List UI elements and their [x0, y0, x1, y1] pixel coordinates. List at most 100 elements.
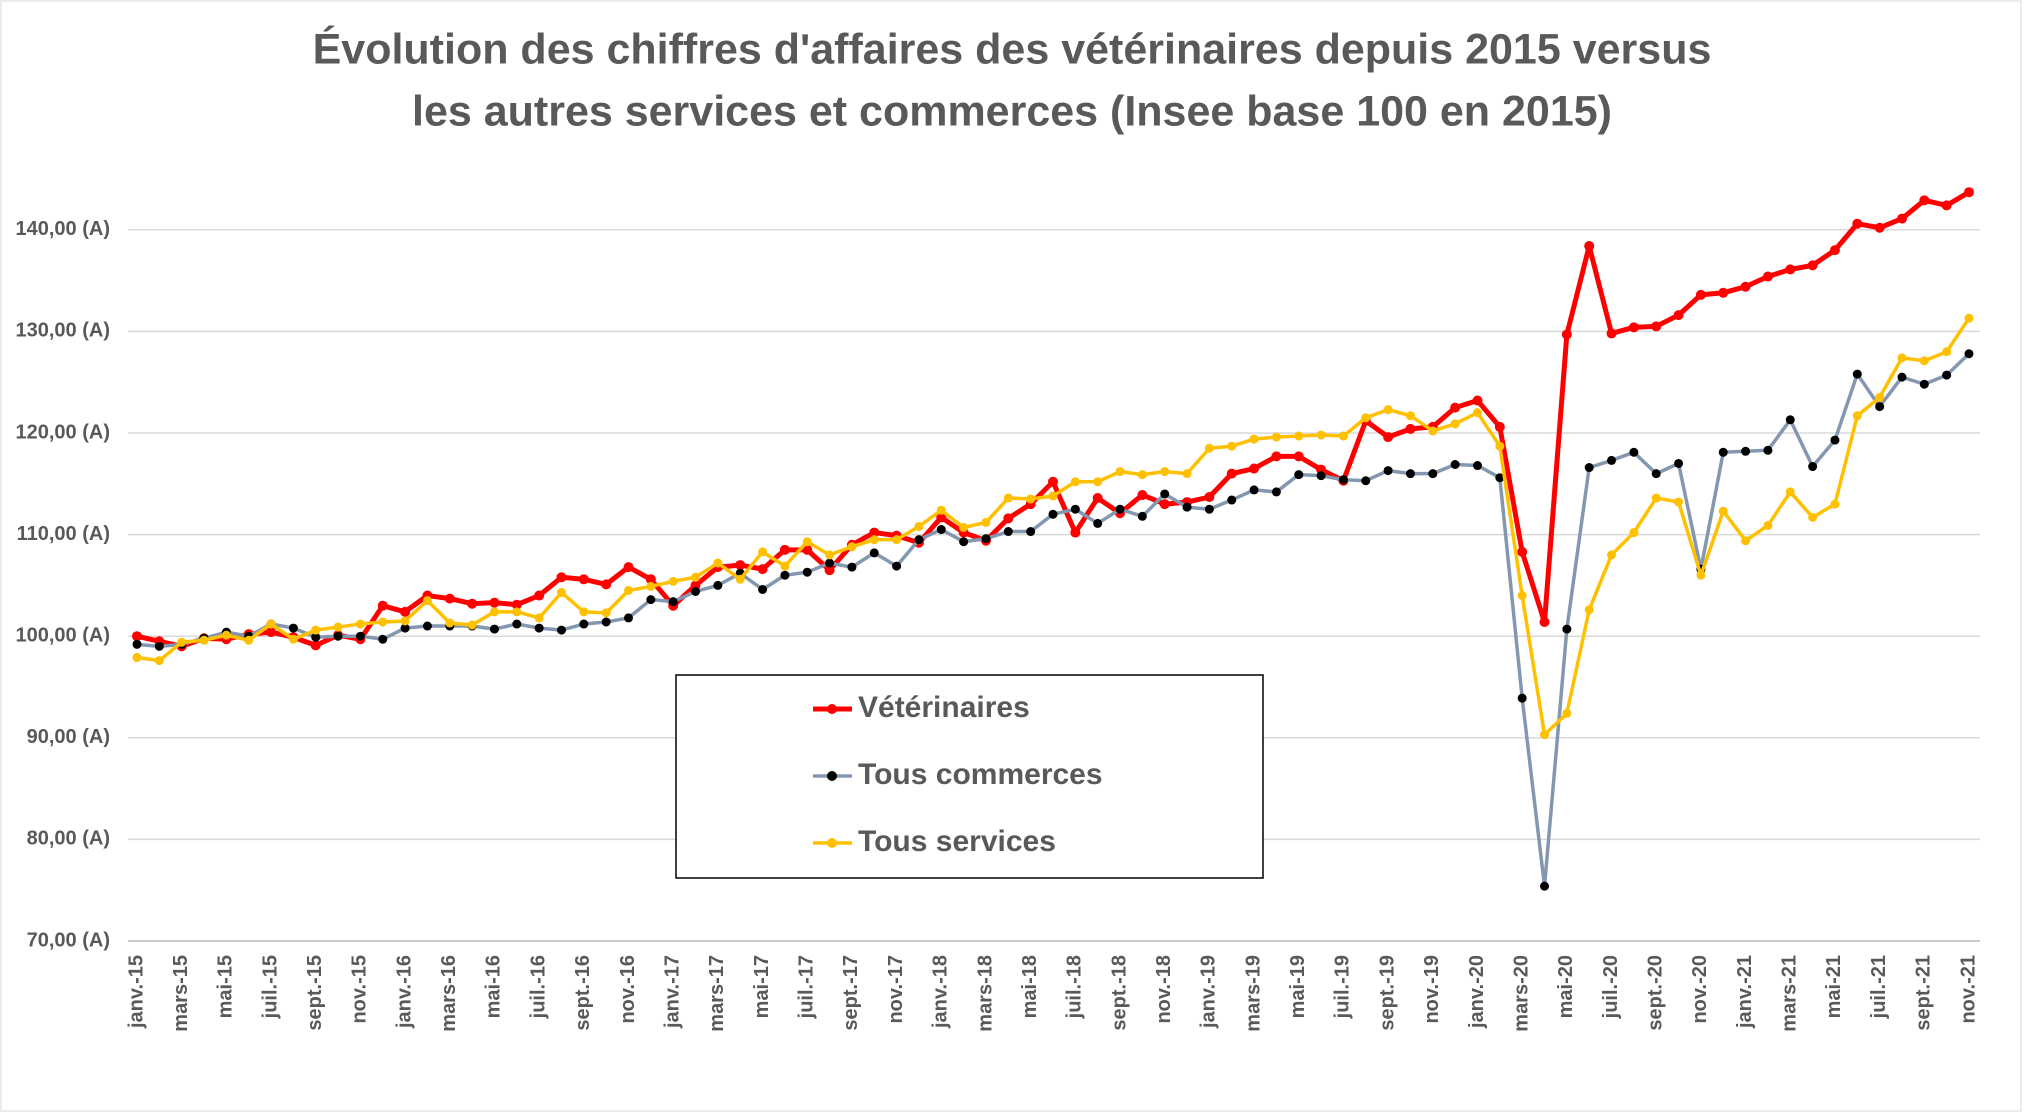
point	[1718, 506, 1728, 516]
point	[1405, 411, 1415, 421]
point	[1628, 322, 1639, 333]
point	[1830, 499, 1840, 509]
point	[1807, 260, 1818, 271]
point	[1405, 423, 1416, 434]
point	[512, 619, 522, 629]
point	[1182, 502, 1192, 512]
point	[132, 653, 142, 663]
point	[1896, 213, 1907, 224]
point	[1495, 441, 1505, 451]
point	[959, 522, 969, 532]
point	[1115, 467, 1125, 477]
point	[691, 572, 701, 582]
point	[936, 505, 946, 515]
point	[1919, 379, 1929, 389]
point	[378, 617, 388, 627]
point	[1026, 494, 1036, 504]
point	[981, 517, 991, 527]
x-tick-label: mars-21	[1779, 955, 1801, 1032]
point	[1160, 489, 1170, 499]
point	[1964, 313, 1974, 323]
point	[1070, 527, 1081, 538]
point	[378, 634, 388, 644]
x-tick-label: janv.-15	[125, 955, 147, 1029]
point	[1494, 421, 1505, 432]
point	[1674, 497, 1684, 507]
point	[1383, 466, 1393, 476]
point	[802, 537, 812, 547]
x-tick-label: juil.-17	[796, 955, 818, 1019]
point	[1875, 402, 1885, 412]
x-tick-label: sept.-17	[840, 955, 862, 1031]
point	[1785, 487, 1795, 497]
point	[1316, 430, 1326, 440]
point	[758, 547, 768, 557]
point	[1160, 467, 1170, 477]
point	[1383, 405, 1393, 415]
x-tick-label: sept.-20	[1645, 955, 1667, 1031]
point	[333, 622, 343, 632]
point	[936, 512, 947, 523]
point	[1249, 463, 1260, 474]
x-tick-label: mars-20	[1510, 955, 1532, 1032]
point	[668, 597, 678, 607]
point	[758, 584, 768, 594]
point	[489, 597, 500, 608]
point	[645, 574, 656, 585]
point	[1383, 432, 1394, 443]
x-tick-label: juil.-21	[1868, 955, 1890, 1019]
y-tick-label: 110,00 (A)	[17, 523, 110, 545]
point	[556, 572, 567, 583]
point	[1607, 455, 1617, 465]
point	[623, 562, 634, 573]
point	[1495, 473, 1505, 483]
point	[1294, 470, 1304, 480]
point	[1673, 310, 1684, 321]
point	[847, 562, 857, 572]
point	[1249, 434, 1259, 444]
point	[310, 640, 321, 651]
point	[1428, 469, 1438, 479]
point	[444, 593, 455, 604]
point	[779, 544, 790, 555]
point	[578, 574, 589, 585]
x-tick-label: mai-19	[1287, 955, 1309, 1018]
point	[422, 621, 432, 631]
x-tick-label: mars-15	[170, 955, 192, 1032]
point	[1897, 372, 1907, 382]
point	[646, 581, 656, 591]
point	[467, 620, 477, 630]
y-tick-label: 130,00 (A)	[16, 320, 111, 342]
point	[1741, 536, 1751, 546]
x-tick-label: janv.-21	[1734, 955, 1756, 1029]
point	[556, 625, 566, 635]
point	[1562, 708, 1572, 718]
point	[1651, 493, 1661, 503]
point	[1830, 435, 1840, 445]
point	[1629, 528, 1639, 538]
x-tick-label: sept.-15	[304, 955, 326, 1031]
point	[467, 598, 478, 609]
point	[132, 639, 142, 649]
y-tick-label: 120,00 (A)	[16, 421, 111, 443]
x-tick-label: sept.-16	[572, 955, 594, 1031]
y-tick-label: 100,00 (A)	[16, 624, 111, 646]
point	[1808, 512, 1818, 522]
x-tick-label: sept.-21	[1913, 955, 1935, 1031]
point	[1472, 408, 1482, 418]
x-tick-label: mai-20	[1555, 955, 1577, 1018]
point	[512, 607, 522, 617]
x-tick-label: janv.-17	[661, 955, 683, 1029]
x-tick-label: mai-15	[215, 955, 237, 1018]
point	[1718, 287, 1729, 298]
point	[266, 619, 276, 629]
point	[445, 618, 455, 628]
legend-label: Vétérinaires	[858, 691, 1030, 724]
point	[1874, 222, 1885, 233]
x-tick-label: mars-18	[974, 955, 996, 1032]
point	[311, 625, 321, 635]
point	[668, 576, 678, 586]
point	[1562, 624, 1572, 634]
x-tick-label: mai-18	[1019, 955, 1041, 1018]
